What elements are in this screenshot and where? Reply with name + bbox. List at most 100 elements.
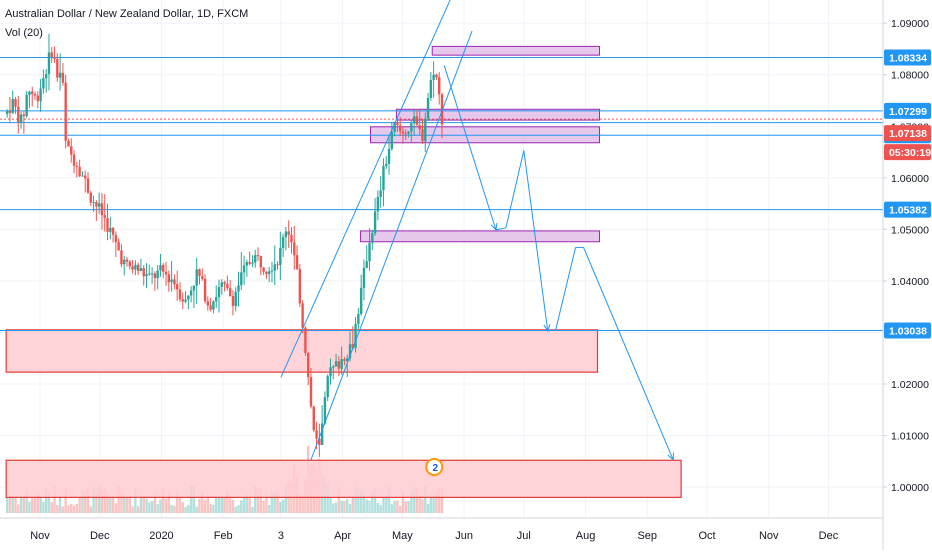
candle-body bbox=[231, 296, 235, 306]
volume-bar bbox=[139, 495, 143, 513]
candle bbox=[432, 61, 435, 98]
volume-bar bbox=[351, 497, 354, 513]
candle-body bbox=[111, 227, 115, 235]
candle bbox=[256, 247, 260, 261]
level-price-tag-bg bbox=[884, 102, 931, 119]
candle-body bbox=[256, 255, 260, 257]
candle-body bbox=[170, 279, 173, 283]
candle-body bbox=[97, 203, 101, 207]
volume-bar bbox=[407, 501, 410, 513]
volume-bar bbox=[181, 502, 184, 513]
volume-bar bbox=[187, 504, 190, 513]
candle bbox=[270, 261, 274, 283]
volume-bar bbox=[254, 486, 257, 513]
candle-body bbox=[337, 361, 341, 369]
level-price-tag-text: 1.03038 bbox=[889, 325, 927, 337]
volume-bar bbox=[259, 487, 263, 513]
candle bbox=[438, 72, 441, 105]
candle-body bbox=[167, 274, 171, 283]
level-price-tag: 1.03038 bbox=[884, 322, 931, 339]
volume-bar bbox=[248, 497, 251, 513]
candle-body bbox=[270, 270, 274, 272]
projection-segment bbox=[443, 65, 497, 231]
volume-bar bbox=[175, 493, 179, 513]
candle bbox=[259, 255, 263, 276]
candle bbox=[398, 116, 402, 137]
candle bbox=[67, 138, 70, 147]
candle-body bbox=[401, 131, 405, 134]
candle-body bbox=[343, 359, 346, 361]
candle bbox=[162, 263, 165, 279]
candle-body bbox=[237, 285, 240, 292]
candle bbox=[103, 194, 106, 232]
candle-body bbox=[150, 273, 154, 275]
volume-bar bbox=[173, 505, 176, 513]
candle bbox=[97, 192, 101, 214]
candle-body bbox=[17, 106, 20, 123]
candle bbox=[189, 286, 193, 303]
volume-bar bbox=[56, 505, 59, 513]
candle-body bbox=[173, 279, 176, 285]
x-tick-label: Oct bbox=[698, 530, 715, 542]
candle-body bbox=[254, 255, 257, 263]
volume-bar bbox=[5, 497, 9, 513]
event-badge: 2 bbox=[425, 458, 444, 476]
candle-body bbox=[209, 305, 212, 310]
candle-body bbox=[223, 282, 226, 284]
candle-body bbox=[103, 215, 106, 219]
candle bbox=[318, 423, 321, 457]
candle-body bbox=[109, 227, 112, 232]
candle bbox=[31, 86, 34, 107]
candle-body bbox=[215, 297, 218, 302]
x-tick-label: Jul bbox=[517, 530, 531, 542]
candle bbox=[231, 290, 235, 316]
x-tick-label: Apr bbox=[334, 530, 351, 542]
y-tick-label: 1.04000 bbox=[891, 276, 929, 288]
trend-line bbox=[280, 0, 451, 378]
arrow-head bbox=[490, 222, 498, 231]
volume-bar bbox=[184, 506, 187, 513]
volume-bar bbox=[89, 506, 92, 513]
candle-body bbox=[279, 247, 282, 265]
candle bbox=[404, 129, 407, 140]
candle-body bbox=[125, 259, 129, 262]
candle bbox=[125, 257, 129, 267]
volume-bar bbox=[245, 494, 249, 513]
symbol-title: Australian Dollar / New Zealand Dollar, … bbox=[5, 8, 249, 20]
y-tick-label: 1.09000 bbox=[891, 18, 929, 30]
volume-bar bbox=[279, 501, 282, 513]
candle bbox=[248, 251, 251, 266]
candle bbox=[114, 231, 118, 258]
volume-bar bbox=[78, 498, 81, 513]
volume-bar bbox=[332, 503, 335, 513]
candle-body bbox=[162, 265, 165, 272]
volume-bar bbox=[14, 496, 17, 513]
candle bbox=[223, 280, 226, 292]
candle bbox=[175, 270, 179, 301]
candle bbox=[81, 171, 84, 177]
candle bbox=[440, 92, 444, 139]
candle-body bbox=[134, 264, 137, 270]
candle bbox=[8, 97, 12, 123]
volume-bar bbox=[265, 494, 268, 513]
volume-bar bbox=[410, 491, 413, 513]
candle-body bbox=[351, 344, 354, 349]
volume-bar bbox=[251, 506, 254, 513]
candle-body bbox=[329, 367, 332, 377]
candle bbox=[362, 259, 366, 301]
volume-bar bbox=[142, 496, 145, 513]
candle bbox=[281, 233, 285, 258]
volume-bar bbox=[150, 500, 154, 513]
candle-body bbox=[248, 262, 251, 264]
candle-body bbox=[298, 268, 302, 304]
level-price-tag: 1.05382 bbox=[884, 201, 931, 218]
volume-bar bbox=[195, 506, 198, 513]
volume-bar bbox=[348, 503, 352, 513]
trend-lines: 2 bbox=[280, 0, 675, 476]
candle bbox=[290, 227, 293, 254]
level-price-tag-text: 1.07299 bbox=[889, 106, 927, 118]
candle-body bbox=[234, 291, 237, 306]
projection-segment bbox=[495, 227, 507, 231]
